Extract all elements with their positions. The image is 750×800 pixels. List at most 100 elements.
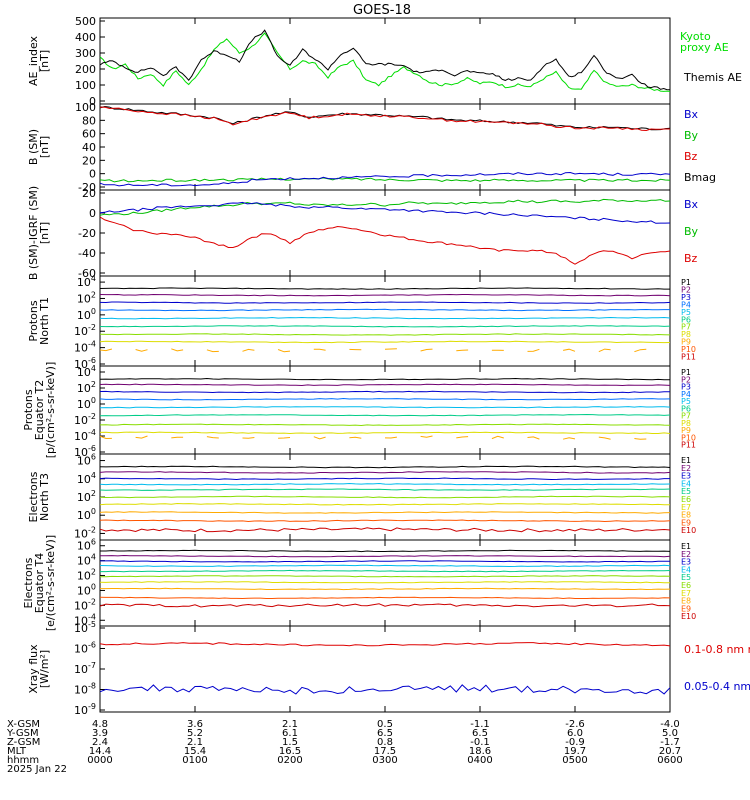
legend-label: E3 [681,558,691,567]
legend-label: P7 [681,412,691,421]
series-line-e9 [99,596,671,600]
legend-label: E8 [681,597,691,606]
panel-frame [99,625,671,713]
y-axis-label: [nT] [38,50,51,72]
series-line-e5 [99,488,671,491]
legend-label: 0.05-0.4 nm nm [684,680,750,693]
series-line-p4 [99,308,670,312]
axis-cell-hhmm: 0100 [182,755,207,766]
y-axis-label: Xray flux [27,644,40,694]
series-line-kyoto-proxy-ae [99,32,671,92]
series-line-p9 [634,348,647,353]
axis-row-label: MLT [7,746,27,757]
series-line-p9 [456,349,469,352]
series-line-p9 [171,348,184,352]
legend-label: By [684,225,699,238]
y-tick-label: 60 [82,128,96,141]
axis-cell-y: 6.0 [567,728,583,739]
axis-cell-hhmm: 0500 [562,755,587,766]
legend-label: P9 [681,338,691,347]
series-line-p8 [99,431,671,435]
y-axis-label: [p/(cm²-s-sr-keV)] [44,362,57,459]
y-tick-label: -40 [78,247,96,260]
y-tick-label: -60 [78,267,96,280]
series-line-p4 [99,397,671,401]
series-line-p9 [242,348,255,352]
series-line-p9 [242,437,255,439]
axis-row-label: hhmm [7,755,39,766]
legend-label: P3 [681,383,691,392]
series-line-e8 [99,511,671,514]
panel-frame [99,103,671,191]
y-tick-label: 10-6 [74,641,96,656]
y-tick-label: 20 [82,154,96,167]
y-axis-label: [W/m²] [38,650,51,688]
series-line-e7 [99,502,670,506]
series-line-0-1-0-8-nm [99,642,671,647]
y-tick-label: 106 [77,453,96,468]
series-line-e1 [99,465,671,469]
y-axis-label: [nT] [38,136,51,158]
legend-label: P10 [681,345,696,354]
legend-label: E3 [681,472,691,481]
series-line-p9 [384,436,397,439]
series-line-p2 [99,383,671,387]
series-line-p7 [99,423,671,427]
series-line-p3 [99,390,671,394]
legend-label: P1 [681,278,691,287]
y-tick-label: 300 [75,47,96,60]
legend-label: P11 [681,441,696,450]
legend: Bx By Bz [684,198,699,265]
legend-label: Bx [684,198,699,211]
panel-8: 10-5 10-6 10-7 10-8 10-9 Xray flux[W/m²] 0.1-0… [27,620,750,717]
legend-label: E1 [681,542,691,551]
series-line-p9 [135,435,148,439]
series-line-p9 [135,349,148,352]
series-line-e2 [99,471,671,474]
y-tick-label: 500 [75,15,96,28]
axis-cell-mlt: 15.4 [184,746,206,757]
axis-cell-y: 6.5 [377,728,393,739]
series-line-p9 [206,436,219,439]
series-line-p6 [99,413,671,417]
series-line-bx [99,171,671,187]
series-line-p6 [99,325,671,328]
y-tick-label: 104 [77,274,96,289]
legend-label: Bz [684,252,698,265]
series-line-p9 [456,436,469,439]
legend-label: P2 [681,285,691,294]
axis-cell-hhmm: 0300 [372,755,397,766]
series-line-e3 [100,560,670,563]
panel-frame [99,189,671,277]
y-tick-label: -20 [78,181,96,194]
legend-label: E4 [681,565,691,574]
series-line-p9 [99,435,112,440]
panel-3: 20 0 -20 -40 -60 B (SM)-IGRF (SM)[nT] Bx By Bz [27,186,699,280]
y-tick-label: 100 [75,101,96,114]
axis-row-label: 2025 Jan 22 [7,764,67,775]
axis-cell-hhmm: 0200 [277,755,302,766]
legend-label: E7 [681,589,691,598]
axis-cell-hhmm: 0400 [467,755,492,766]
axis-cell-y: 5.0 [662,728,678,739]
series-line-e6 [99,495,671,499]
legend-label: P5 [681,397,691,406]
series-line-0-05-0-4-nm [99,684,671,695]
series-line-e7 [99,581,670,584]
y-tick-label: 0 [89,207,96,220]
axis-cell-y: 5.2 [187,728,203,739]
series-line-e5 [100,569,671,573]
y-tick-label: 10-4 [74,340,96,355]
y-tick-label: 10-9 [74,702,96,717]
y-tick-label: 10-2 [74,412,96,427]
legend-label: E9 [681,518,691,527]
legend-label: E10 [681,612,696,621]
